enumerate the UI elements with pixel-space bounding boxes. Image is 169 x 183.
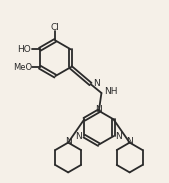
Text: N: N — [115, 132, 122, 141]
Text: N: N — [95, 105, 102, 114]
Text: Cl: Cl — [51, 23, 60, 32]
Text: N: N — [126, 137, 133, 146]
Text: N: N — [65, 137, 71, 146]
Text: N: N — [93, 79, 100, 87]
Text: NH: NH — [104, 87, 118, 96]
Text: MeO: MeO — [13, 63, 32, 72]
Text: HO: HO — [17, 45, 31, 54]
Text: N: N — [76, 132, 82, 141]
